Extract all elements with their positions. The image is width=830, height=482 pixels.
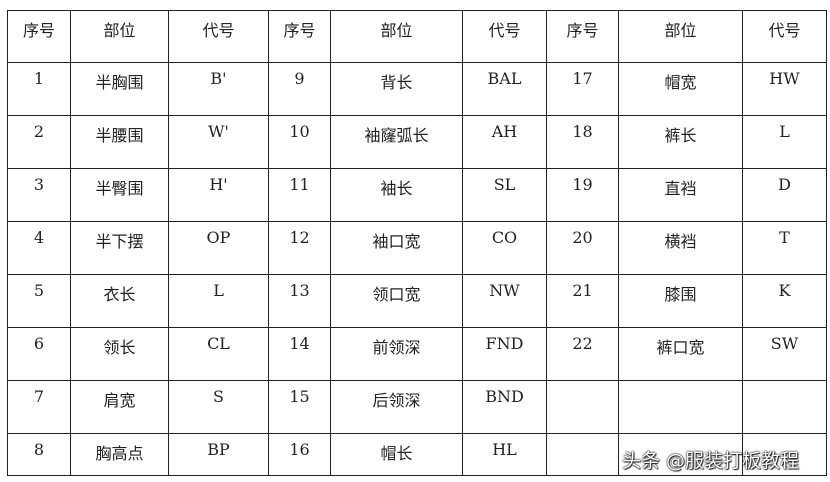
table-cell: 领长: [70, 327, 169, 381]
table-cell: 半腰围: [70, 115, 169, 169]
table-cell: [618, 433, 743, 476]
table-cell: [742, 380, 827, 434]
table-cell: CO: [462, 221, 547, 275]
column-header: 代号: [168, 10, 269, 63]
table-cell: 13: [268, 274, 331, 328]
table-cell: 裤长: [618, 115, 743, 169]
table-cell: AH: [462, 115, 547, 169]
table-cell: 前领深: [330, 327, 463, 381]
table-cell: 12: [268, 221, 331, 275]
table-cell: 裤口宽: [618, 327, 743, 381]
table-cell: FND: [462, 327, 547, 381]
table-cell: K: [742, 274, 827, 328]
table-cell: W': [168, 115, 269, 169]
table-row: 1 半胸围 B' 9 背长 BAL 17 帽宽 HW: [7, 62, 827, 116]
table-cell: 衣长: [70, 274, 169, 328]
table-cell: T: [742, 221, 827, 275]
column-header: 部位: [330, 10, 463, 63]
table-cell: 半下摆: [70, 221, 169, 275]
table-cell: 2: [7, 115, 71, 169]
table-cell: 1: [7, 62, 71, 116]
table-cell: [546, 380, 619, 434]
table-cell: L: [168, 274, 269, 328]
table-cell: BP: [168, 433, 269, 476]
table-cell: 18: [546, 115, 619, 169]
table-cell: SW: [742, 327, 827, 381]
table-cell: BAL: [462, 62, 547, 116]
table-cell: HL: [462, 433, 547, 476]
table-row: 7 肩宽 S 15 后领深 BND: [7, 380, 827, 434]
table-cell: 胸高点: [70, 433, 169, 476]
table-cell: 袖口宽: [330, 221, 463, 275]
table-cell: 直裆: [618, 168, 743, 222]
table-cell: 帽宽: [618, 62, 743, 116]
table-cell: 20: [546, 221, 619, 275]
table-cell: [618, 380, 743, 434]
table-cell: 6: [7, 327, 71, 381]
table-row: 3 半臀围 H' 11 袖长 SL 19 直裆 D: [7, 168, 827, 222]
table-row: 5 衣长 L 13 领口宽 NW 21 膝围 K: [7, 274, 827, 328]
table-row: 4 半下摆 OP 12 袖口宽 CO 20 横裆 T: [7, 221, 827, 275]
table-cell: B': [168, 62, 269, 116]
table-cell: 15: [268, 380, 331, 434]
table-cell: OP: [168, 221, 269, 275]
watermark: 头条 @服装打板教程: [622, 450, 800, 472]
table-cell: 19: [546, 168, 619, 222]
table-cell: 10: [268, 115, 331, 169]
column-header: 序号: [7, 10, 71, 63]
table-cell: 11: [268, 168, 331, 222]
table-cell: 帽长: [330, 433, 463, 476]
table-cell: 领口宽: [330, 274, 463, 328]
table-cell: 后领深: [330, 380, 463, 434]
table-cell: 17: [546, 62, 619, 116]
table-cell: BND: [462, 380, 547, 434]
column-header: 代号: [742, 10, 827, 63]
table-cell: 袖窿弧长: [330, 115, 463, 169]
table-cell: 袖长: [330, 168, 463, 222]
table-cell: 半臀围: [70, 168, 169, 222]
table-cell: HW: [742, 62, 827, 116]
table-cell: [546, 433, 619, 476]
table-cell: 21: [546, 274, 619, 328]
table-cell: 背长: [330, 62, 463, 116]
table-cell: SL: [462, 168, 547, 222]
table-cell: NW: [462, 274, 547, 328]
table-cell: 5: [7, 274, 71, 328]
measurement-code-table: 序号 部位 代号 序号 部位 代号 序号 部位 代号 1 半胸围 B' 9 背长 BAL 17 帽宽 HW 2 半腰…: [7, 10, 827, 476]
column-header: 代号: [462, 10, 547, 63]
column-header: 序号: [268, 10, 331, 63]
table-cell: 膝围: [618, 274, 743, 328]
table-row: 2 半腰围 W' 10 袖窿弧长 AH 18 裤长 L: [7, 115, 827, 169]
table-cell: D: [742, 168, 827, 222]
table-row: 8 胸高点 BP 16 帽长 HL: [7, 433, 827, 476]
table-cell: 3: [7, 168, 71, 222]
table-cell: CL: [168, 327, 269, 381]
column-header: 部位: [70, 10, 169, 63]
table-cell: 16: [268, 433, 331, 476]
header-row: 序号 部位 代号 序号 部位 代号 序号 部位 代号: [7, 10, 827, 63]
table-cell: 横裆: [618, 221, 743, 275]
table-cell: L: [742, 115, 827, 169]
table-cell: [742, 433, 827, 476]
column-header: 序号: [546, 10, 619, 63]
table-cell: 9: [268, 62, 331, 116]
table-cell: H': [168, 168, 269, 222]
table-cell: 7: [7, 380, 71, 434]
table-cell: 22: [546, 327, 619, 381]
table-cell: S: [168, 380, 269, 434]
table-cell: 4: [7, 221, 71, 275]
table-row: 6 领长 CL 14 前领深 FND 22 裤口宽 SW: [7, 327, 827, 381]
table-cell: 半胸围: [70, 62, 169, 116]
table-cell: 14: [268, 327, 331, 381]
column-header: 部位: [618, 10, 743, 63]
table-cell: 8: [7, 433, 71, 476]
table-cell: 肩宽: [70, 380, 169, 434]
